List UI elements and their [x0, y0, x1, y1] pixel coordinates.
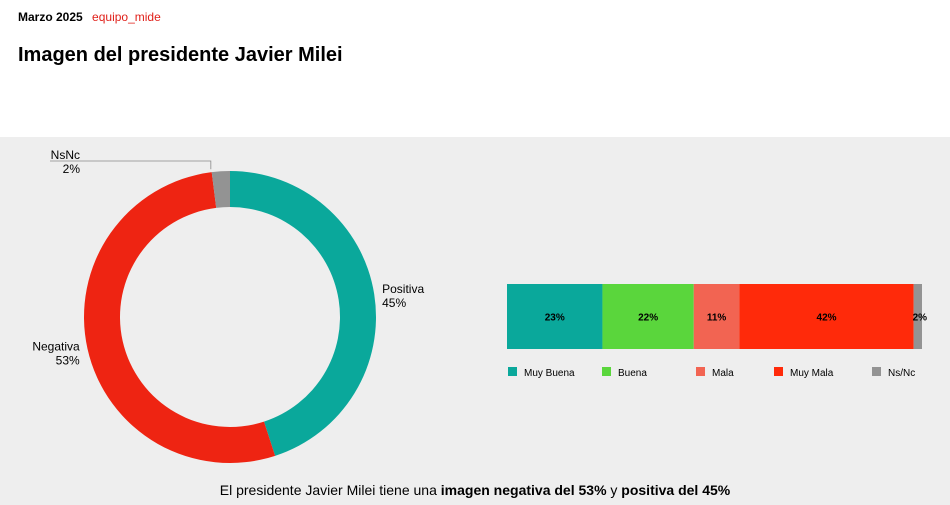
chart-panel: Positiva 45% Negativa 53% NsNc 2% 23% 22% 11% 42…: [0, 137, 950, 505]
legend-label-muy-mala: Muy Mala: [790, 368, 834, 379]
summary-text-3: y: [606, 482, 622, 498]
page-title: Imagen del presidente Javier Milei: [18, 44, 343, 66]
legend-swatch-muy-buena: [508, 367, 517, 376]
donut-label-name-negativa: Negativa: [32, 340, 80, 354]
bar-value-ns-nc: 2%: [913, 313, 928, 324]
donut-label-value-positiva: 45%: [382, 296, 406, 310]
summary-note: El presidente Javier Milei tiene una ima…: [0, 482, 950, 498]
bar-segment-ns-nc: [913, 284, 922, 349]
report-header: Marzo 2025 equipo_mide: [18, 10, 161, 24]
summary-text-negative: imagen negativa del 53%: [440, 482, 607, 498]
brand-name: equipo_mide: [92, 10, 161, 24]
bar-segment-mala: [693, 284, 740, 349]
bar-segment-muy-mala: [739, 284, 914, 349]
donut-slice-positiva: [230, 171, 376, 456]
legend-swatch-ns-nc: [872, 367, 881, 376]
legend-label-mala: Mala: [712, 368, 734, 379]
legend-label-ns-nc: Ns/Nc: [888, 368, 915, 379]
report-date: Marzo 2025: [18, 10, 83, 24]
donut-label-value-nsnc: 2%: [63, 162, 81, 176]
bar-value-mala: 11%: [707, 313, 727, 324]
legend-swatch-mala: [696, 367, 705, 376]
donut-label-name-positiva: Positiva: [382, 282, 424, 296]
donut-slice-nsnc: [211, 171, 230, 208]
summary-text-positive: positiva del 45%: [621, 482, 731, 498]
donut-leader-nsnc: [50, 160, 212, 170]
bar-segment-muy-buena: [507, 284, 603, 349]
bar-segment-buena: [602, 284, 694, 349]
donut-slice-negativa: [84, 172, 276, 463]
legend-swatch-muy-mala: [774, 367, 783, 376]
summary-text-1: El presidente Javier Milei tiene una: [219, 482, 441, 498]
stacked-bar-chart: 23% 22% 11% 42% 2% Muy Buena Buena Mala Muy Mala…: [507, 284, 927, 379]
bar-value-buena: 22%: [638, 313, 658, 324]
legend-label-buena: Buena: [618, 368, 647, 379]
legend-swatch-buena: [602, 367, 611, 376]
legend-label-muy-buena: Muy Buena: [524, 368, 575, 379]
donut-label-value-negativa: 53%: [56, 354, 80, 368]
bar-value-muy-mala: 42%: [817, 313, 837, 324]
donut-label-name-nsnc: NsNc: [51, 148, 80, 162]
bar-value-muy-buena: 23%: [545, 313, 565, 324]
